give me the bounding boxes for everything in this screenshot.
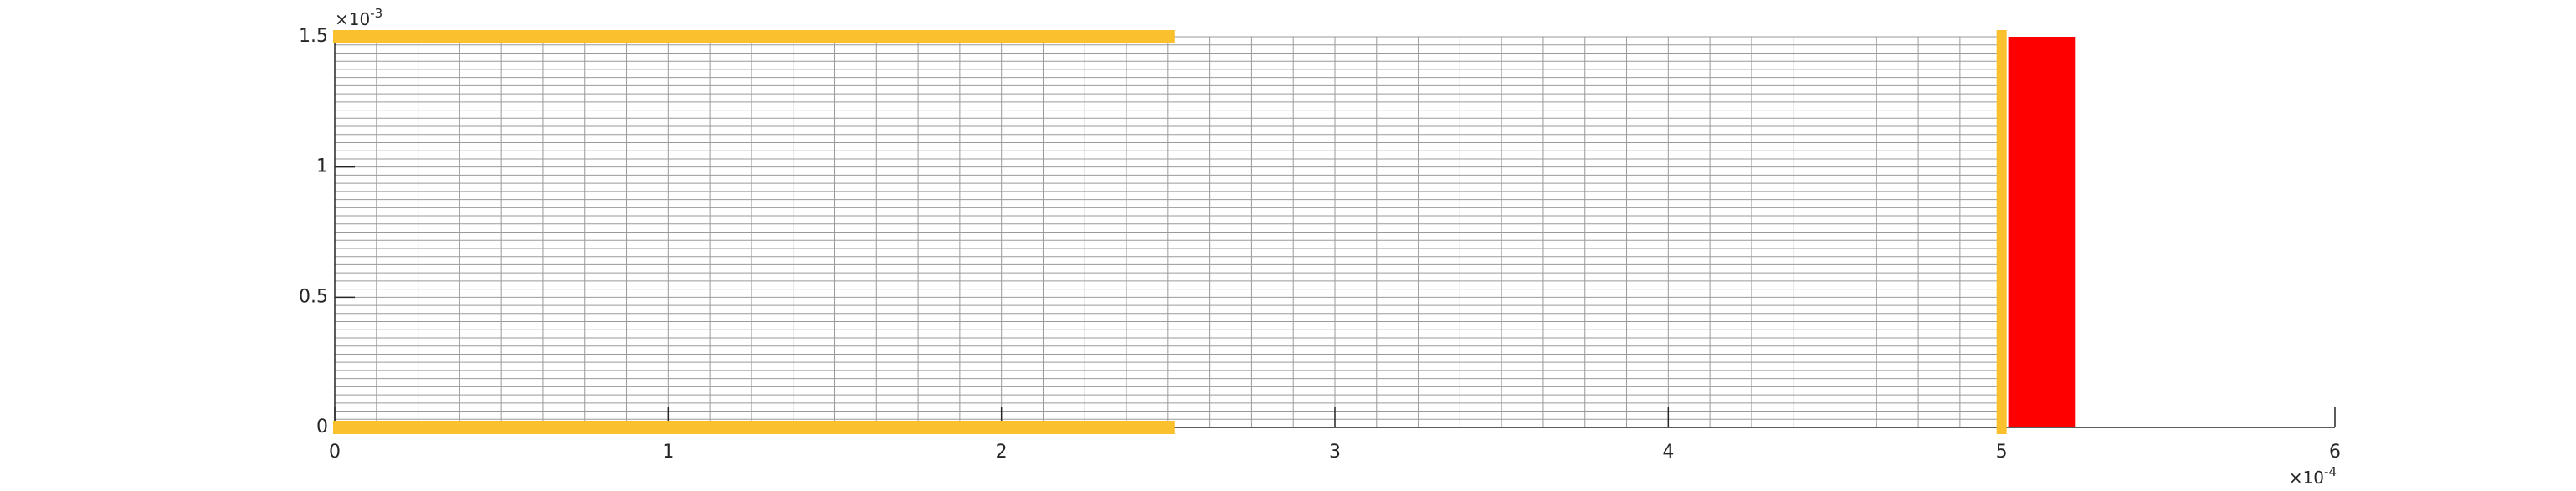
right-vertical-strip (1996, 30, 2007, 434)
x-tick-label: 6 (2329, 442, 2341, 463)
x-tick-label: 5 (1996, 442, 2008, 463)
tick-labels: 0 1 2 3 4 5 6 0 0.5 1 1.5 ×10-3 ×10-4 (299, 6, 2341, 488)
mesh-grid (334, 36, 2003, 428)
y-axis-multiplier: ×10-3 (335, 6, 382, 29)
boundary-overlays (333, 30, 2076, 434)
y-tick-label: 0 (316, 417, 328, 437)
x-tick-label: 0 (329, 442, 341, 463)
x-tick-label: 3 (1329, 442, 1341, 463)
y-tick-label: 1.5 (299, 26, 328, 47)
bottom-left-strip (333, 421, 1175, 434)
y-tick-label: 1 (316, 156, 328, 177)
top-left-strip (333, 30, 1175, 43)
solid-region (2008, 37, 2076, 427)
x-tick-label: 2 (996, 442, 1008, 463)
x-tick-label: 1 (662, 442, 674, 463)
x-axis-multiplier: ×10-4 (2289, 464, 2337, 488)
x-tick-label: 4 (1662, 442, 1674, 463)
y-tick-label: 0.5 (299, 286, 328, 307)
